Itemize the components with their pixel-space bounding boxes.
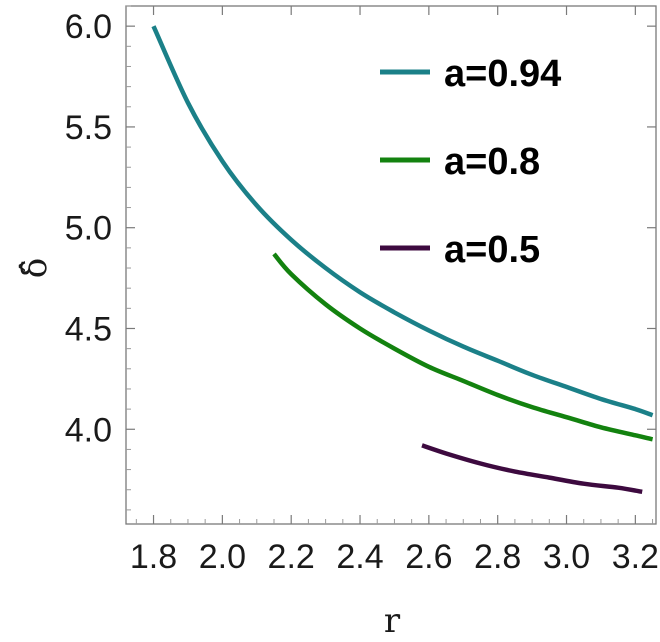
legend-label-a-0-94: a=0.94 [444, 53, 561, 95]
y-tick-label: 4.5 [65, 310, 112, 348]
x-tick-label: 1.8 [130, 538, 177, 576]
legend-label-a-0-5: a=0.5 [444, 229, 540, 271]
plot-frame [125, 5, 657, 525]
y-tick-label: 5.5 [65, 109, 112, 147]
y-tick-label: 4.0 [65, 411, 112, 449]
x-tick-label: 2.4 [336, 538, 383, 576]
legend: a=0.94 a=0.8 a=0.5 [380, 53, 561, 271]
legend-label-a-0-8: a=0.8 [444, 141, 540, 183]
series-line-a-0-8 [272, 252, 654, 442]
series-line-a-0-94 [151, 25, 654, 418]
series-line-a-0-5 [421, 443, 643, 495]
y-tick-label: 5.0 [65, 210, 112, 248]
x-tick-label: 2.6 [405, 538, 452, 576]
x-tick-label: 3.0 [543, 538, 590, 576]
x-tick-label: 2.8 [474, 538, 521, 576]
x-axis-label: r [384, 601, 401, 641]
y-tick-label: 6.0 [65, 8, 112, 46]
x-tick-label: 3.2 [612, 538, 659, 576]
x-tick-label: 2.2 [268, 538, 315, 576]
axis-tick-labels: 1.8 2.0 2.2 2.4 2.6 2.8 3.0 3.2 4.0 4.5 5.0 5.5 6.0 [65, 8, 659, 576]
x-tick-label: 2.0 [199, 538, 246, 576]
axis-ticks [126, 5, 656, 524]
y-axis-label: δ̂ [15, 258, 55, 278]
series-lines [151, 25, 654, 495]
